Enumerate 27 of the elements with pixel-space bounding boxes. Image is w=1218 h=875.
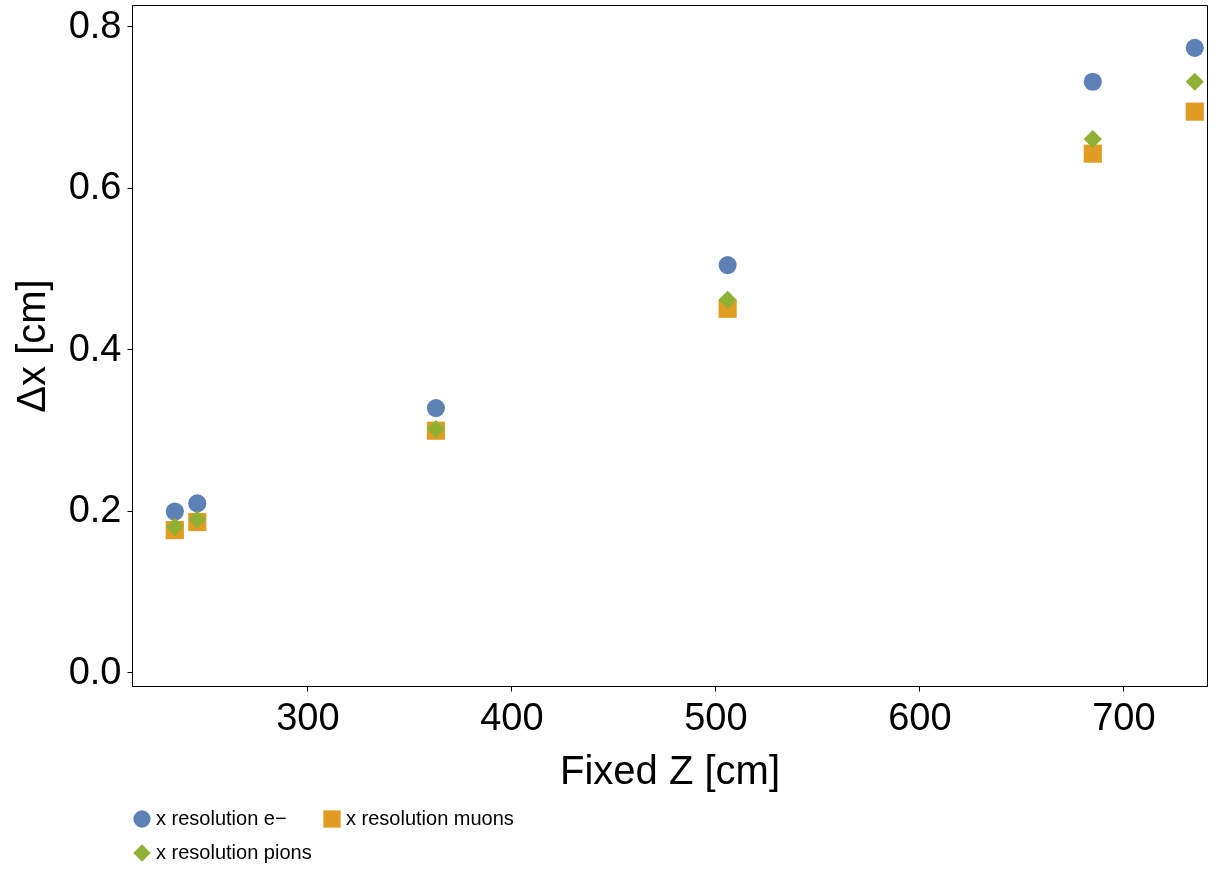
point — [1185, 38, 1204, 57]
legend-label: x resolution muons — [346, 807, 514, 829]
y-axis-title: Δx [cm] — [8, 279, 53, 413]
legend-label: x resolution e− — [156, 807, 287, 829]
point — [426, 399, 446, 418]
point — [718, 290, 737, 309]
x-tick-label: 300 — [276, 695, 340, 738]
point — [1185, 72, 1204, 91]
y-tick-label: 0.2 — [68, 488, 122, 531]
x-tick-label: 500 — [684, 695, 748, 738]
x-tick-label: 700 — [1092, 695, 1156, 738]
point — [1083, 72, 1102, 91]
legend-label: x resolution pions — [156, 841, 312, 863]
point — [718, 256, 737, 275]
y-tick-label: 0.4 — [68, 326, 122, 369]
x-axis-title: Fixed Z [cm] — [559, 747, 781, 792]
x-tick-label: 600 — [888, 695, 952, 738]
y-tick-label: 0.6 — [68, 165, 122, 208]
y-tick-label: 0.8 — [68, 3, 122, 46]
point — [188, 494, 207, 513]
point — [1083, 130, 1102, 149]
y-tick-label: 0.0 — [68, 649, 122, 692]
point — [165, 517, 184, 536]
x-tick-label: 400 — [480, 695, 544, 738]
point — [165, 502, 184, 521]
point — [1083, 144, 1102, 163]
point — [1185, 102, 1204, 121]
